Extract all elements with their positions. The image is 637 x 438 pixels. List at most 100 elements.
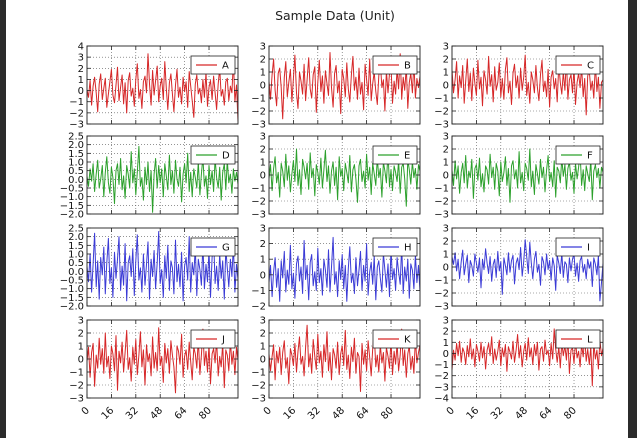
y-tick-label: 3 [260,224,266,235]
panel-frame [268,227,421,307]
panel-frame [451,319,604,399]
panel-J: −3 −2 −1 0 1 2 3 0 16 32 48 64 80 J [69,316,239,422]
y-tick-label: −3 [251,394,266,405]
y-tick-label: 0 [443,349,449,360]
panel-frame [86,135,239,215]
y-tick-label: 2 [260,239,266,250]
y-tick-label: 3 [443,316,449,327]
y-tick-label: −1.5 [60,293,84,304]
y-tick-label: −3 [251,210,266,221]
y-tick-label: −3 [434,210,449,221]
legend-label: E [404,151,410,162]
y-tick-label: −1.5 [60,201,84,212]
legend-label: B [404,61,411,72]
y-tick-label: 1.5 [68,149,84,160]
panel-F: −3 −2 −1 0 1 2 3 F [434,132,604,221]
x-tick-label: 48 [330,405,347,422]
y-tick-label: 2 [443,145,449,156]
x-tick-label: 80 [379,405,396,422]
series-line-F [451,148,604,203]
legend-label: D [222,151,230,162]
panel-grid: −3−2−101234A−3−2−10123B−3−2−10123C−2.0−1… [60,42,604,422]
legend-label: C [587,61,594,72]
y-tick-label: 3 [260,42,266,53]
y-tick-label: −2 [434,289,449,300]
panel-H: −2 −1 0 1 2 3 H [251,224,421,313]
y-tick-label: 4 [78,42,84,53]
y-tick-label: 0 [78,86,84,97]
panel-D: −2.0−1.5−1.0−0.50.00.51.01.52.02.5 D [60,132,239,221]
y-tick-label: 0 [443,171,449,182]
y-tick-label: −1 [251,286,266,297]
y-tick-label: 0.5 [68,258,84,269]
y-tick-label: 0 [260,270,266,281]
panel-C: −3 −2 −1 0 1 2 3 C [434,42,604,131]
panel-B: −3 −2 −1 0 1 2 3 B [251,42,421,131]
y-tick-label: 2 [260,55,266,66]
series-line-L [451,328,604,387]
x-tick-label: 64 [538,405,555,422]
legend-label: F [587,151,593,162]
y-tick-label: 1 [260,158,266,169]
series-line-D [86,145,239,213]
y-tick-label: 0 [260,81,266,92]
y-tick-label: 0.5 [68,166,84,177]
y-tick-label: 3 [260,132,266,143]
y-tick-label: 3 [260,316,266,327]
y-tick-label: −3 [251,120,266,131]
y-tick-label: 0 [260,355,266,366]
x-tick-label: 0 [262,405,274,417]
legend-label: I [587,243,590,254]
x-tick-label: 16 [465,405,482,422]
y-tick-label: 3 [443,42,449,53]
y-tick-label: −2 [434,371,449,382]
panel-frame [86,227,239,307]
y-tick-label: −1 [69,368,84,379]
y-tick-label: 2.5 [68,132,84,143]
y-tick-label: 1.0 [68,250,84,261]
y-tick-label: 0 [260,171,266,182]
y-tick-label: 0 [443,81,449,92]
x-tick-label: 80 [197,405,214,422]
y-tick-label: 3 [443,224,449,235]
y-tick-label: 2.5 [68,224,84,235]
y-tick-label: 3 [78,316,84,327]
legend-label: L [587,335,593,346]
legend-label: J [221,335,225,346]
y-tick-label: 1.0 [68,158,84,169]
y-tick-label: 1 [443,250,449,261]
y-tick-label: −1 [251,368,266,379]
y-tick-label: −2 [251,107,266,118]
legend-label: G [222,243,230,254]
x-tick-label: 32 [489,405,506,422]
y-tick-label: 3 [443,132,449,143]
y-tick-label: −2 [251,197,266,208]
panel-E: −3 −2 −1 0 1 2 3 E [251,132,421,221]
legend-label: A [222,61,229,72]
series-line-H [268,236,421,302]
y-tick-label: 1 [260,342,266,353]
series-line-E [268,148,421,207]
chart-title: Sample Data (Unit) [275,8,395,23]
y-tick-label: 0 [443,263,449,274]
series-line-I [451,239,604,302]
panel-frame [86,45,239,125]
y-tick-label: 1 [443,338,449,349]
y-tick-label: 2.0 [68,232,84,243]
y-tick-label: −3 [434,302,449,313]
y-tick-label: 2 [443,237,449,248]
y-tick-label: −1 [434,276,449,287]
y-tick-label: 2 [260,145,266,156]
y-tick-label: 3 [78,53,84,64]
x-tick-label: 0 [80,405,92,417]
series-line-J [86,327,239,394]
legend-label: H [404,243,412,254]
y-tick-label: −2 [69,381,84,392]
panel-G: −2.0−1.5−1.0−0.50.00.51.01.52.02.5 G [60,224,239,313]
x-tick-label: 32 [306,405,323,422]
series-line-A [86,53,239,122]
y-tick-label: 0.0 [68,267,84,278]
y-tick-label: −2 [434,197,449,208]
